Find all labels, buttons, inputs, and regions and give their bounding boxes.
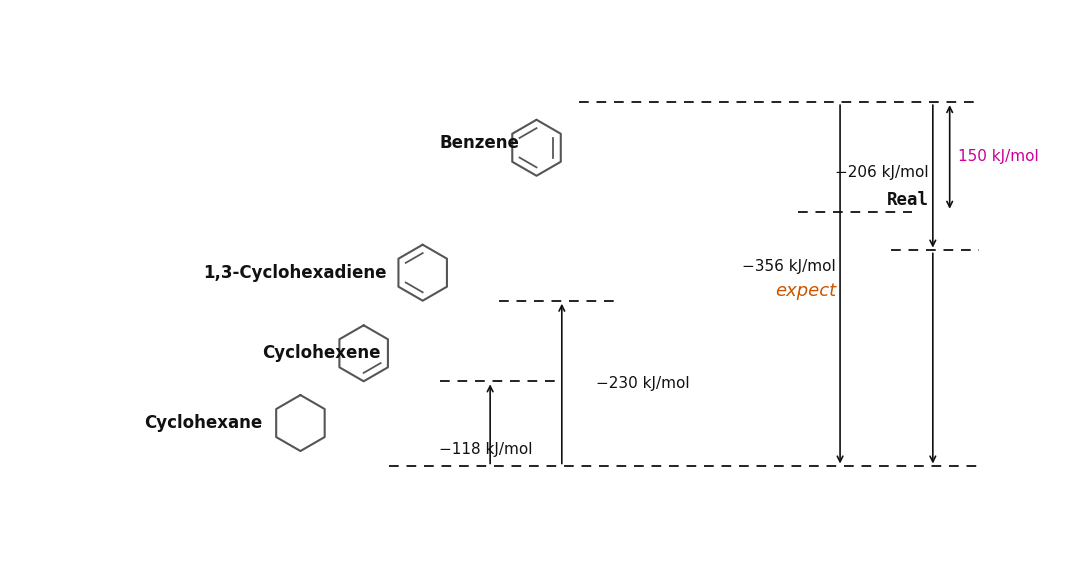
Text: expect: expect: [775, 282, 836, 300]
Text: Benzene: Benzene: [440, 135, 519, 153]
Text: Cyclohexene: Cyclohexene: [262, 345, 381, 363]
Text: Cyclohexane: Cyclohexane: [145, 414, 262, 432]
Text: −206 kJ/mol: −206 kJ/mol: [834, 164, 928, 180]
Text: −356 kJ/mol: −356 kJ/mol: [742, 260, 836, 275]
Text: −118 kJ/mol: −118 kJ/mol: [440, 443, 533, 458]
Text: 1,3-Cyclohexadiene: 1,3-Cyclohexadiene: [203, 263, 387, 282]
Text: −230 kJ/mol: −230 kJ/mol: [595, 376, 689, 391]
Text: 150 kJ/mol: 150 kJ/mol: [959, 149, 1039, 164]
Text: Real: Real: [887, 191, 928, 209]
